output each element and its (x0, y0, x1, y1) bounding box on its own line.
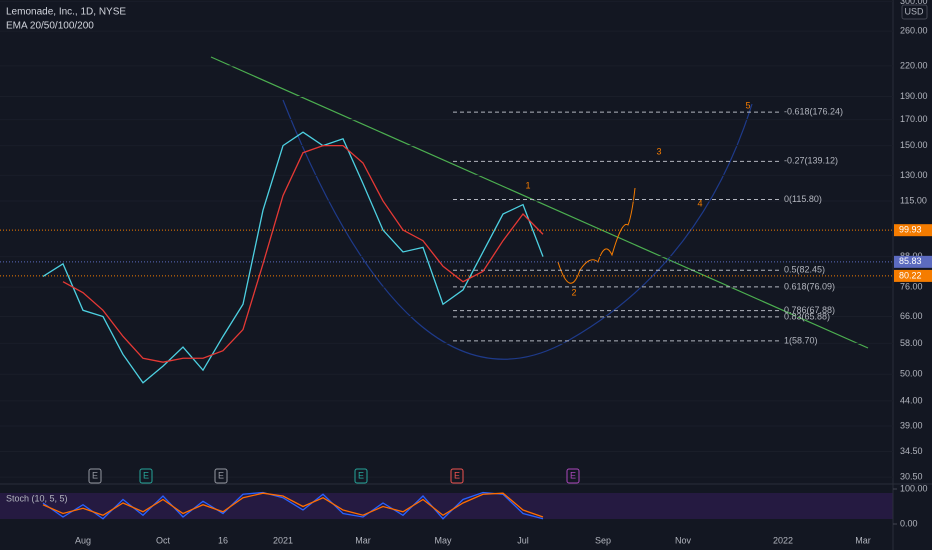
y-tick-label: 130.00 (900, 170, 928, 180)
wave-label: 2 (571, 287, 576, 297)
series-line (42, 131, 544, 384)
y-tick-label: 34.50 (900, 446, 923, 456)
projection-path (557, 187, 636, 284)
earnings-box (139, 468, 153, 484)
earnings-box (354, 468, 368, 484)
price-tag-label: 80.22 (899, 270, 922, 280)
earnings-marker: E (143, 470, 149, 480)
trend-line (210, 56, 869, 349)
y-tick-label: 50.00 (900, 369, 923, 379)
y-tick-label: 220.00 (900, 60, 928, 70)
wave-label: 4 (697, 198, 702, 208)
y-tick-label: 115.00 (900, 195, 927, 205)
y-tick-label: 30.50 (900, 472, 923, 482)
series-line (42, 491, 544, 520)
x-tick-label: Sep (595, 535, 611, 545)
y-tick-label: 170.00 (900, 114, 928, 124)
stoch-title: Stoch (10, 5, 5) (6, 493, 68, 503)
fib-label: 0.618(76.09) (784, 281, 835, 291)
x-tick-label: 16 (218, 535, 228, 545)
earnings-marker: E (454, 470, 460, 480)
earnings-box (214, 468, 228, 484)
wave-label: 3 (656, 146, 661, 156)
price-tag (894, 269, 932, 282)
earnings-box (566, 468, 580, 484)
wave-label: 5 (745, 100, 750, 110)
y-tick-label: 39.00 (900, 420, 923, 430)
price-tag-label: 85.83 (899, 256, 922, 266)
earnings-marker: E (358, 470, 364, 480)
earnings-box (450, 468, 464, 484)
price-tag-label: 99.93 (899, 225, 922, 235)
x-tick-label: Jul (517, 535, 529, 545)
currency: USD (904, 6, 924, 16)
series-line (42, 492, 544, 518)
fib-label: 0(115.80) (784, 194, 822, 204)
x-tick-label: May (434, 535, 452, 545)
symbol-title: Lemonade, Inc., 1D, NYSE (6, 7, 126, 18)
wave-label: 1 (525, 180, 530, 190)
indicator-label: EMA 20/50/100/200 (6, 21, 94, 32)
y-tick-label: 100.00 (900, 483, 928, 493)
y-tick-label: 44.00 (900, 395, 923, 405)
y-tick-label: 300.00 (900, 0, 928, 6)
earnings-marker: E (218, 470, 224, 480)
price-tag (894, 255, 932, 268)
fib-label: -0.27(139.12) (784, 156, 838, 166)
fib-label: 0.83(65.88) (784, 311, 830, 321)
y-tick-label: 0.00 (900, 518, 918, 528)
currency-box (901, 4, 928, 20)
y-tick-label: 58.00 (900, 338, 923, 348)
y-tick-label: 260.00 (900, 26, 928, 36)
y-tick-label: 150.00 (900, 140, 928, 150)
x-tick-label: Nov (675, 535, 692, 545)
y-tick-label: 76.00 (900, 282, 923, 292)
x-tick-label: Aug (75, 535, 91, 545)
earnings-box (88, 468, 102, 484)
fib-label: 0.5(82.45) (784, 265, 825, 275)
earnings-marker: E (570, 470, 576, 480)
x-tick-label: Mar (855, 535, 871, 545)
x-tick-label: 2022 (773, 535, 793, 545)
series-line (62, 144, 544, 363)
y-tick-label: 190.00 (900, 91, 928, 101)
fib-label: 0.786(67.88) (784, 305, 835, 315)
x-tick-label: Oct (156, 535, 171, 545)
y-tick-label: 66.00 (900, 311, 923, 321)
fib-label: -0.618(176.24) (784, 106, 843, 116)
earnings-marker: E (92, 470, 98, 480)
fib-label: 1(58.70) (784, 335, 818, 345)
x-tick-label: 2021 (273, 535, 293, 545)
price-tag (894, 224, 932, 237)
x-tick-label: Mar (355, 535, 371, 545)
cup-arc (282, 99, 753, 360)
